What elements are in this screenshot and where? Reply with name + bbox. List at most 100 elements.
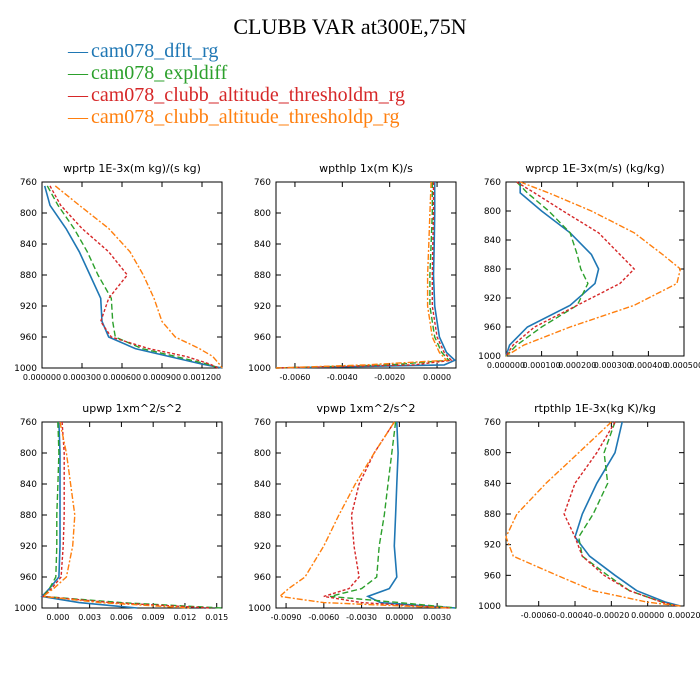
- y-tick-label: 800: [254, 449, 271, 459]
- x-tick-label: 0.000000: [487, 361, 525, 370]
- series-line-dflt: [40, 421, 138, 609]
- y-tick-label: 880: [20, 271, 37, 281]
- panel-title: wprcp 1E-3x(m/s) (kg/kg): [525, 162, 664, 175]
- y-tick-label: 920: [20, 542, 37, 552]
- y-tick-label: 880: [254, 511, 271, 521]
- y-tick-label: 1000: [14, 604, 37, 614]
- y-tick-label: 840: [254, 480, 271, 490]
- y-tick-label: 960: [254, 573, 271, 583]
- panel-3: upwp 1xm^2/s^2 760 800 840 880 920 960 1000 0.00…: [14, 402, 228, 622]
- series-line-thresholdm: [49, 185, 219, 369]
- series-line-dflt: [574, 421, 681, 607]
- y-tick-label: 880: [254, 271, 271, 281]
- x-tick-label: 0.001200: [183, 373, 221, 382]
- y-tick-label: 760: [254, 178, 271, 188]
- figure-title: CLUBB VAR at300E,75N: [233, 14, 467, 39]
- legend: — cam078_dflt_rg — cam078_expldiff — cam…: [68, 40, 405, 128]
- x-tick-label: 0.000100: [523, 361, 561, 370]
- y-tick-label: 760: [20, 178, 37, 188]
- y-tick-label: 880: [484, 510, 501, 520]
- x-tick-label: 0.00020: [667, 611, 700, 620]
- y-tick-label: 960: [484, 323, 501, 333]
- series-line-dflt: [275, 182, 457, 369]
- y-tick-label: 1000: [14, 364, 37, 374]
- series-line-thresholdp: [278, 421, 450, 609]
- legend-label-expldiff: cam078_expldiff: [91, 62, 228, 84]
- x-tick-label: -0.00040: [557, 611, 593, 620]
- x-tick-label: 0.0000: [385, 613, 413, 622]
- legend-item-thresholdm: — cam078_clubb_altitude_thresholdm_rg: [68, 84, 405, 106]
- panel-frame: [41, 421, 223, 609]
- y-tick-label: 920: [484, 541, 501, 551]
- panel-frame: [275, 181, 457, 369]
- series-line-thresholdm: [563, 421, 677, 607]
- legend-item-thresholdp: — cam078_clubb_altitude_thresholdp_rg: [68, 106, 405, 128]
- panel-5: rtpthlp 1E-3x(kg K)/kg 760 800 840 880 920 960…: [478, 402, 700, 620]
- series-line-expldiff: [275, 182, 451, 369]
- panel-1: wpthlp 1x(m K)/s 760 800 840 880 920 960 1000 -0…: [248, 162, 457, 382]
- x-tick-label: 0.000200: [558, 361, 596, 370]
- y-tick-label: 960: [254, 333, 271, 343]
- x-tick-label: 0.003: [78, 613, 101, 622]
- y-tick-label: 1000: [248, 604, 271, 614]
- series-line-thresholdp: [275, 181, 449, 369]
- x-tick-label: 0.000300: [594, 361, 632, 370]
- x-tick-label: -0.0090: [271, 613, 302, 622]
- x-tick-label: 0.012: [173, 613, 196, 622]
- y-tick-label: 960: [20, 573, 37, 583]
- y-tick-label: 760: [254, 418, 271, 428]
- panel-4: vpwp 1xm^2/s^27608008408809209601000-0.0…: [248, 402, 457, 622]
- series-line-dflt: [505, 182, 600, 357]
- y-tick-label: 920: [254, 302, 271, 312]
- x-tick-label: -0.0060: [280, 373, 311, 382]
- x-tick-label: -0.00020: [593, 611, 629, 620]
- panel-2: wprcp 1E-3x(m/s) (kg/kg) 760 800 840 880 920 9…: [478, 162, 700, 370]
- series-line-dflt: [43, 185, 223, 369]
- legend-item-expldiff: — cam078_expldiff: [68, 62, 405, 84]
- y-tick-label: 840: [484, 236, 501, 246]
- x-tick-label: 0.000900: [143, 373, 181, 382]
- series-line-expldiff: [46, 185, 220, 369]
- series-line-thresholdm: [505, 181, 636, 357]
- x-tick-label: -0.0030: [346, 613, 377, 622]
- series-line-expldiff: [505, 181, 589, 357]
- series-line-thresholdp: [54, 185, 223, 369]
- x-tick-label: 0.000400: [629, 361, 667, 370]
- x-tick-label: -0.00060: [521, 611, 557, 620]
- y-tick-label: 760: [484, 178, 501, 188]
- panel-frame: [275, 421, 457, 609]
- panel-frame: [505, 181, 685, 357]
- y-tick-label: 840: [254, 240, 271, 250]
- y-tick-label: 800: [20, 209, 37, 219]
- series-line-thresholdm: [41, 421, 212, 609]
- legend-label-thresholdp: cam078_clubb_altitude_thresholdp_rg: [91, 106, 400, 128]
- panel-0: wprtp 1E-3x(m kg)/(s kg) 760 800 840 880 920 9…: [14, 162, 223, 382]
- series-line-expldiff: [329, 421, 457, 609]
- series-line-thresholdp: [505, 181, 682, 357]
- legend-label-thresholdm: cam078_clubb_altitude_thresholdm_rg: [91, 84, 406, 106]
- x-tick-label: -0.0020: [374, 373, 405, 382]
- series-line-thresholdp: [41, 421, 191, 609]
- panel-title: rtpthlp 1E-3x(kg K)/kg: [534, 402, 656, 415]
- y-tick-label: 920: [484, 294, 501, 304]
- series-line-expldiff: [577, 421, 677, 607]
- series-line-dflt: [365, 421, 457, 609]
- y-tick-label: 840: [20, 480, 37, 490]
- series-line-thresholdm: [275, 182, 453, 369]
- x-tick-label: 0.0030: [423, 613, 451, 622]
- y-tick-label: 1000: [248, 364, 271, 374]
- series-line-expldiff: [41, 421, 223, 609]
- x-tick-label: 0.009: [142, 613, 165, 622]
- y-tick-label: 1000: [478, 602, 501, 612]
- y-tick-label: 840: [484, 479, 501, 489]
- y-tick-label: 800: [484, 449, 501, 459]
- y-tick-label: 800: [20, 449, 37, 459]
- legend-item-dflt: — cam078_dflt_rg: [68, 40, 405, 62]
- series-line-thresholdp: [505, 421, 681, 607]
- x-tick-label: -0.0060: [308, 613, 339, 622]
- panel-title: upwp 1xm^2/s^2: [82, 402, 182, 415]
- panel-title: wpthlp 1x(m K)/s: [319, 162, 413, 175]
- y-tick-label: 960: [20, 333, 37, 343]
- x-tick-label: 0.000300: [63, 373, 101, 382]
